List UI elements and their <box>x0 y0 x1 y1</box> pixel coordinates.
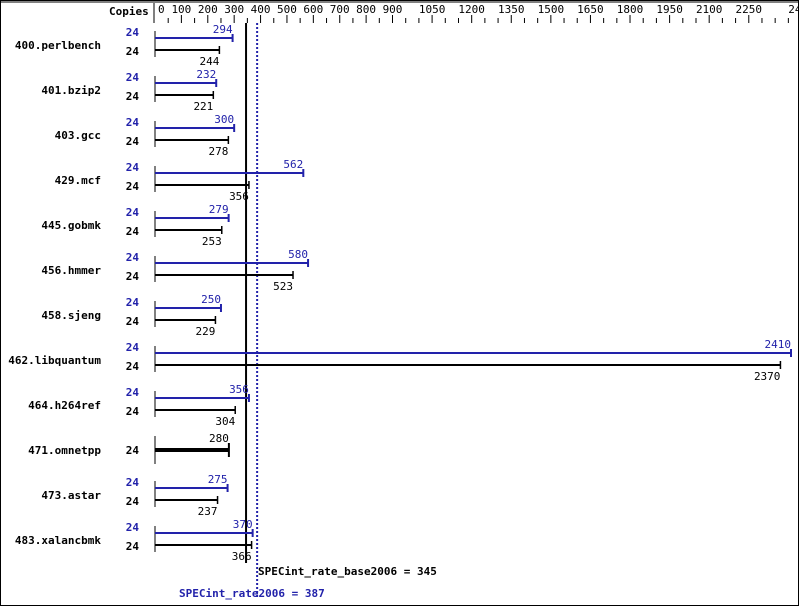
tick-label: 0 <box>158 3 165 16</box>
tick-label: 300 <box>224 3 244 16</box>
peak-copies: 24 <box>126 26 140 39</box>
tick-label: 1200 <box>458 3 485 16</box>
peak-copies: 24 <box>126 161 140 174</box>
tick-label: 500 <box>277 3 297 16</box>
base-value: 237 <box>198 505 218 518</box>
base-value: 221 <box>193 100 213 113</box>
base-copies: 24 <box>126 360 140 373</box>
benchmark-name: 458.sjeng <box>41 309 101 322</box>
base-value: 280 <box>209 432 229 445</box>
benchmark-name: 473.astar <box>41 489 101 502</box>
tick-label: 2100 <box>696 3 723 16</box>
tick-label: 900 <box>383 3 403 16</box>
tick-label: 200 <box>198 3 218 16</box>
tick-label: 1500 <box>538 3 565 16</box>
peak-copies: 24 <box>126 296 140 309</box>
benchmark-name: 403.gcc <box>55 129 101 142</box>
tick-label: 700 <box>330 3 350 16</box>
peak-value: 250 <box>201 293 221 306</box>
base-value: 304 <box>215 415 235 428</box>
peak-copies: 24 <box>126 521 140 534</box>
peak-copies: 24 <box>126 71 140 84</box>
benchmark-name: 429.mcf <box>55 174 101 187</box>
base-value: 278 <box>208 145 228 158</box>
tick-label: 2250 <box>736 3 763 16</box>
peak-value: 279 <box>209 203 229 216</box>
base-copies: 24 <box>126 270 140 283</box>
peak-value: 370 <box>233 518 253 531</box>
base-copies: 24 <box>126 315 140 328</box>
peak-value: 356 <box>229 383 249 396</box>
base-copies: 24 <box>126 90 140 103</box>
peak-copies: 24 <box>126 206 140 219</box>
tick-label: 800 <box>356 3 376 16</box>
peak-value: 294 <box>213 23 233 36</box>
tick-label: 1950 <box>656 3 683 16</box>
peak-summary-label: SPECint_rate2006 = 387 <box>179 587 325 600</box>
benchmark-name: 462.libquantum <box>8 354 101 367</box>
axis-label: Copies <box>109 5 149 18</box>
base-copies: 24 <box>126 135 140 148</box>
tick-label: 1650 <box>577 3 604 16</box>
peak-value: 300 <box>214 113 234 126</box>
base-summary-label: SPECint_rate_base2006 = 345 <box>258 565 437 578</box>
base-value: 229 <box>196 325 216 338</box>
base-copies: 24 <box>126 405 140 418</box>
base-copies: 24 <box>126 540 140 553</box>
peak-copies: 24 <box>126 341 140 354</box>
tick-label: 1350 <box>498 3 525 16</box>
benchmark-name: 445.gobmk <box>41 219 101 232</box>
base-value: 2370 <box>754 370 781 383</box>
peak-value: 275 <box>208 473 228 486</box>
benchmark-name: 464.h264ref <box>28 399 101 412</box>
base-value: 356 <box>229 190 249 203</box>
base-copies: 24 <box>126 444 140 457</box>
base-value: 366 <box>232 550 252 563</box>
benchmark-name: 483.xalancbmk <box>15 534 101 547</box>
benchmark-name: 456.hmmer <box>41 264 101 277</box>
base-copies: 24 <box>126 225 140 238</box>
base-copies: 24 <box>126 495 140 508</box>
peak-value: 2410 <box>765 338 792 351</box>
base-copies: 24 <box>126 180 140 193</box>
base-value: 523 <box>273 280 293 293</box>
benchmark-name: 401.bzip2 <box>41 84 101 97</box>
tick-label: 1050 <box>419 3 446 16</box>
base-copies: 24 <box>126 45 140 58</box>
peak-value: 232 <box>196 68 216 81</box>
base-value: 253 <box>202 235 222 248</box>
peak-value: 562 <box>283 158 303 171</box>
tick-label: 1800 <box>617 3 644 16</box>
tick-label: 600 <box>303 3 323 16</box>
base-value: 244 <box>200 55 220 68</box>
peak-copies: 24 <box>126 251 140 264</box>
peak-copies: 24 <box>126 386 140 399</box>
tick-label: 2450 <box>788 3 799 16</box>
peak-copies: 24 <box>126 476 140 489</box>
benchmark-name: 471.omnetpp <box>28 444 101 457</box>
peak-copies: 24 <box>126 116 140 129</box>
benchmark-name: 400.perlbench <box>15 39 101 52</box>
tick-label: 400 <box>251 3 271 16</box>
tick-label: 100 <box>171 3 191 16</box>
peak-value: 580 <box>288 248 308 261</box>
